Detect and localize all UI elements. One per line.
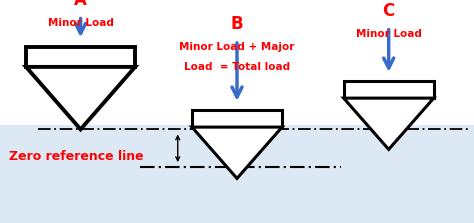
Text: Minor Load: Minor Load [48,18,113,28]
Text: A: A [74,0,87,9]
Text: Minor Load: Minor Load [356,29,421,39]
Bar [26,47,135,67]
Bar [0,125,474,223]
Polygon shape [26,67,135,129]
Bar [344,81,434,98]
Text: B: B [231,15,243,33]
Bar [192,110,282,127]
Text: C: C [383,2,395,20]
Text: Minor Load + Major: Minor Load + Major [179,42,295,52]
Polygon shape [344,98,434,149]
Text: Zero reference line: Zero reference line [9,150,144,163]
Polygon shape [192,127,282,178]
Text: Load  = Total load: Load = Total load [184,62,290,72]
